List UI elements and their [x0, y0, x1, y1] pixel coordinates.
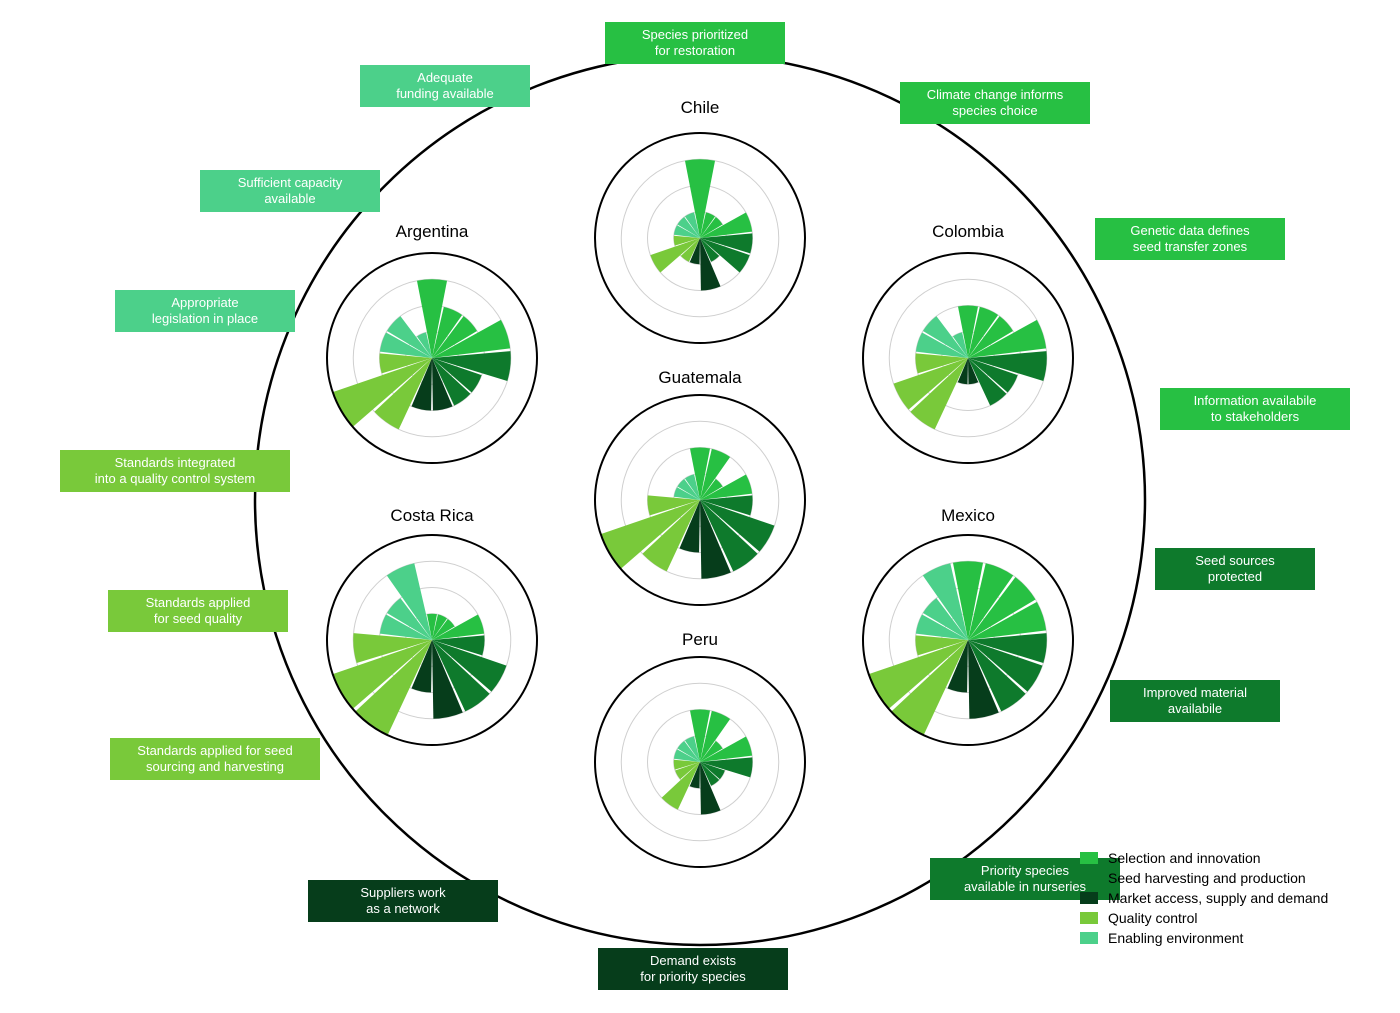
tag-selection-2: Genetic data defines seed transfer zones	[1095, 218, 1285, 260]
legend-label-market: Market access, supply and demand	[1108, 890, 1328, 906]
tag-quality-9: Standards applied for seed sourcing and …	[110, 738, 320, 780]
tag-quality-11: Standards integrated into a quality cont…	[60, 450, 290, 492]
rose-guatemala	[595, 395, 805, 605]
country-label-guatemala: Guatemala	[658, 368, 741, 388]
rose-costa-rica	[327, 535, 537, 745]
infographic-stage: Species prioritized for restoration Clima…	[0, 0, 1400, 1013]
legend-label-quality: Quality control	[1108, 910, 1197, 926]
tag-market-8: Suppliers work as a network	[308, 880, 498, 922]
legend-row-quality: Quality control	[1080, 910, 1328, 926]
legend-row-selection: Selection and innovation	[1080, 850, 1328, 866]
legend-swatch-quality	[1080, 912, 1098, 924]
rose-peru	[595, 657, 805, 867]
country-label-chile: Chile	[681, 98, 720, 118]
legend-swatch-market	[1080, 892, 1098, 904]
country-label-argentina: Argentina	[396, 222, 469, 242]
legend-row-market: Market access, supply and demand	[1080, 890, 1328, 906]
country-label-colombia: Colombia	[932, 222, 1004, 242]
tag-harvesting-5: Improved material availabile	[1110, 680, 1280, 722]
legend-swatch-selection	[1080, 852, 1098, 864]
country-label-costa-rica: Costa Rica	[390, 506, 473, 526]
tag-enabling-13: Sufficient capacity available	[200, 170, 380, 212]
country-label-mexico: Mexico	[941, 506, 995, 526]
legend-row-harvesting: Seed harvesting and production	[1080, 870, 1328, 886]
rose-chile	[595, 133, 805, 343]
tag-quality-10: Standards applied for seed quality	[108, 590, 288, 632]
rose-mexico	[863, 535, 1073, 745]
tag-selection-0: Species prioritized for restoration	[605, 22, 785, 64]
tag-selection-1: Climate change informs species choice	[900, 82, 1090, 124]
legend-swatch-enabling	[1080, 932, 1098, 944]
tag-market-7: Demand exists for priority species	[598, 948, 788, 990]
tag-enabling-12: Appropriate legislation in place	[115, 290, 295, 332]
legend-label-harvesting: Seed harvesting and production	[1108, 870, 1306, 886]
legend-row-enabling: Enabling environment	[1080, 930, 1328, 946]
rose-argentina	[327, 253, 537, 463]
legend-label-enabling: Enabling environment	[1108, 930, 1243, 946]
legend-swatch-harvesting	[1080, 872, 1098, 884]
legend-label-selection: Selection and innovation	[1108, 850, 1261, 866]
legend: Selection and innovation Seed harvesting …	[1080, 850, 1328, 950]
tag-harvesting-4: Seed sources protected	[1155, 548, 1315, 590]
tag-enabling-14: Adequate funding available	[360, 65, 530, 107]
country-label-peru: Peru	[682, 630, 718, 650]
rose-colombia	[863, 253, 1073, 463]
tag-selection-3: Information availabile to stakeholders	[1160, 388, 1350, 430]
